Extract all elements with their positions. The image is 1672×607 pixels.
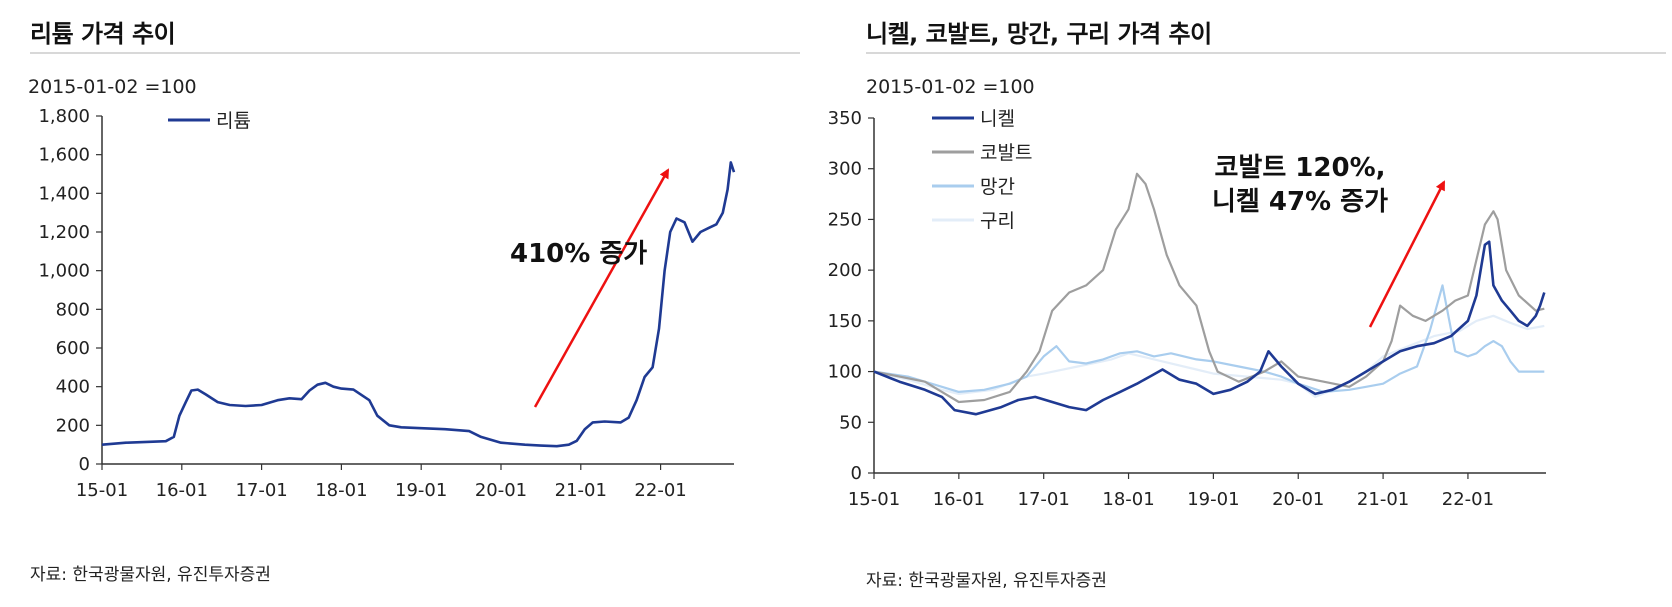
legend-label: 니켈 [980,108,1015,130]
lithium-chart-svg: 0 200 400 600 800 1,000 1,200 1,400 1,600 1,800 15… [38,106,736,501]
y-tick-label: 300 [828,159,862,180]
y-tick-label: 200 [828,260,862,281]
y-tick-label: 1,600 [38,145,90,166]
y-tick-label: 1,200 [38,222,90,243]
y-tick-label: 350 [828,108,862,129]
x-tick-label: 22-01 [634,480,686,501]
chart-title: 니켈, 코발트, 망간, 구리 가격 추이 [866,20,1212,48]
legend-label: 망간 [980,176,1015,198]
annotation-arrow [533,168,670,408]
x-tick-label: 19-01 [1187,489,1239,510]
series-line-4 [873,314,1545,398]
x-tick-label: 20-01 [1272,489,1324,510]
x-tick-label: 22-01 [1442,489,1494,510]
lithium-chart-panel: 리튬 가격 추이 2015-01-02 =100 0 200 400 600 800 1,… [0,0,820,607]
y-tick-label: 600 [56,338,90,359]
legend-label: 리튬 [216,110,251,132]
annotation-text: 410% 증가 [510,239,647,269]
series-line-1 [101,161,736,448]
x-tick-label: 15-01 [76,480,128,501]
x-tick-label: 18-01 [315,480,367,501]
units-note: 2015-01-02 =100 [866,76,1035,98]
x-tick-label: 17-01 [1018,489,1070,510]
y-tick-label: 150 [828,311,862,332]
x-tick-label: 20-01 [475,480,527,501]
units-note: 2015-01-02 =100 [28,76,197,98]
legend-label: 코발트 [980,142,1032,164]
y-tick-label: 800 [56,299,90,320]
source-note: 자료: 한국광물자원, 유진투자증권 [30,565,271,585]
source-note: 자료: 한국광물자원, 유진투자증권 [866,571,1107,591]
y-tick-label: 400 [56,377,90,398]
annotation-text: 코발트 120%, [1214,153,1385,183]
x-tick-label: 15-01 [848,489,900,510]
y-tick-label: 1,000 [38,261,90,282]
metals-chart-svg: 0 50 100 150 200 250 300 350 15-01 16-01 17-01 18-0… [828,108,1546,510]
series-line-2 [873,172,1545,404]
title-divider [866,52,1666,54]
y-tick-label: 100 [828,362,862,383]
annotation-text: 니켈 47% 증가 [1212,187,1388,217]
annotation-arrow [1368,180,1446,328]
x-tick-label: 16-01 [933,489,985,510]
x-tick-label: 16-01 [156,480,208,501]
y-tick-label: 1,800 [38,106,90,127]
y-tick-label: 0 [851,463,862,484]
title-divider [30,52,800,54]
series-line-1 [873,240,1546,416]
y-tick-label: 200 [56,415,90,436]
y-tick-label: 1,400 [38,183,90,204]
y-tick-label: 250 [828,209,862,230]
x-tick-label: 18-01 [1102,489,1154,510]
chart-title: 리튬 가격 추이 [30,20,176,48]
series-line-3 [873,284,1545,393]
x-tick-label: 21-01 [555,480,607,501]
y-tick-label: 0 [79,454,90,475]
metals-chart-panel: 니켈, 코발트, 망간, 구리 가격 추이 2015-01-02 =100 0 5… [828,0,1672,607]
x-tick-label: 17-01 [235,480,287,501]
x-tick-label: 19-01 [395,480,447,501]
x-tick-label: 21-01 [1357,489,1409,510]
legend-label: 구리 [980,210,1015,232]
y-tick-label: 50 [839,412,862,433]
